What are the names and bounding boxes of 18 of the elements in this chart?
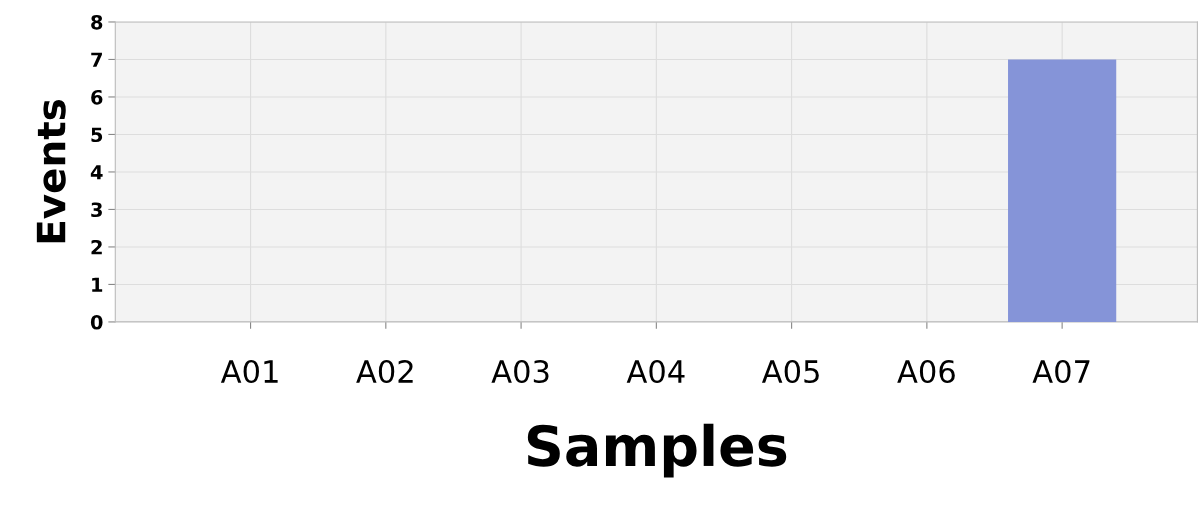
- x-axis-title: Samples: [527, 423, 787, 478]
- x-tick-label: A05: [761, 359, 819, 384]
- y-tick-label: 2: [91, 239, 102, 255]
- x-tick-label: A02: [356, 359, 413, 384]
- y-tick-label: 7: [91, 52, 102, 67]
- y-tick-label: 0: [90, 314, 103, 330]
- y-tick-label: 4: [90, 165, 103, 180]
- x-tick-label: A03: [491, 359, 549, 384]
- y-tick-label: 8: [91, 14, 103, 30]
- y-tick-label: 1: [92, 277, 103, 292]
- x-tick-label: A04: [626, 359, 685, 384]
- x-tick-label: A07: [1032, 359, 1090, 384]
- y-tick-label: 6: [91, 89, 103, 105]
- y-axis-title: Events: [36, 99, 66, 243]
- x-tick-label: A06: [897, 359, 955, 384]
- x-tick-label: A01: [220, 359, 278, 384]
- y-tick-label: 3: [91, 202, 102, 218]
- y-tick-label: 5: [91, 127, 103, 143]
